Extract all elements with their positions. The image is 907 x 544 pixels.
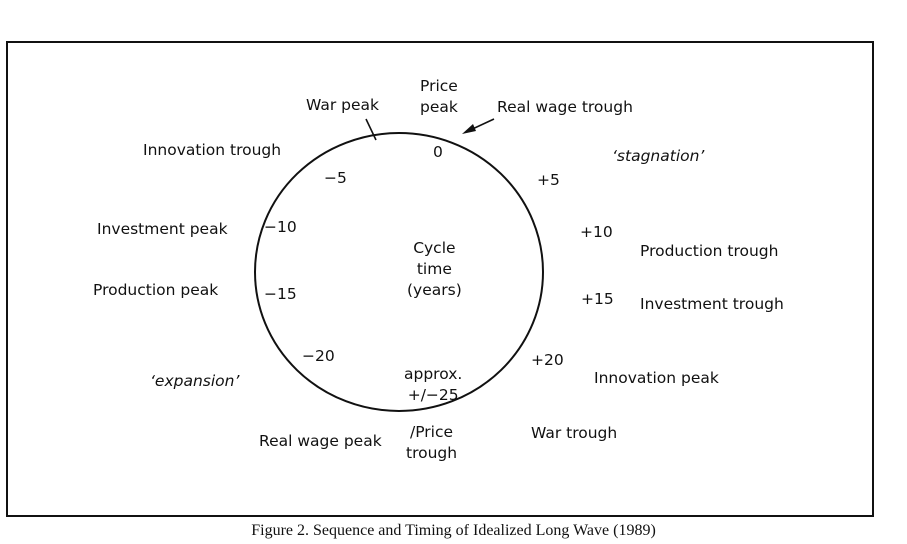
- investment-trough-label: Investment trough: [640, 295, 784, 313]
- tick-approx-line: +/−25: [407, 386, 459, 404]
- tick-plus-15: +15: [581, 290, 614, 308]
- production-trough-label: Production trough: [640, 242, 779, 260]
- production-peak-label: Production peak: [93, 281, 219, 299]
- price-trough-line: trough: [406, 444, 458, 462]
- tick-0: 0: [433, 143, 443, 161]
- tick-minus-5: −5: [324, 169, 347, 187]
- price-peak-label: Price peak: [420, 76, 458, 118]
- stagnation-label: ‘stagnation’: [612, 147, 705, 165]
- price-peak-line: peak: [420, 98, 458, 116]
- price-trough-label: /Price trough: [406, 422, 457, 464]
- real-wage-trough-arrowhead: [462, 124, 476, 134]
- tick-plus-20: +20: [531, 351, 564, 369]
- investment-peak-label: Investment peak: [97, 220, 228, 238]
- tick-plus-5: +5: [537, 171, 560, 189]
- expansion-label: ‘expansion’: [150, 372, 240, 390]
- tick-minus-20: −20: [302, 347, 335, 365]
- tick-approx-line: approx.: [404, 365, 463, 383]
- real-wage-peak-label: Real wage peak: [259, 432, 382, 450]
- center-label-line: (years): [407, 281, 462, 299]
- figure-frame: [6, 41, 874, 517]
- center-label: Cycle time (years): [407, 238, 462, 301]
- cycle-ellipse: [254, 132, 544, 412]
- price-peak-line: Price: [420, 77, 458, 95]
- center-label-line: Cycle: [413, 239, 456, 257]
- center-label-line: time: [416, 260, 452, 278]
- innovation-trough-label: Innovation trough: [143, 141, 282, 159]
- tick-minus-15: −15: [264, 285, 297, 303]
- figure-caption: Figure 2. Sequence and Timing of Idealiz…: [251, 522, 656, 539]
- war-peak-pointer: [365, 118, 377, 141]
- tick-plus-10: +10: [580, 223, 613, 241]
- price-trough-line: /Price: [410, 423, 454, 441]
- innovation-peak-label: Innovation peak: [594, 369, 719, 387]
- tick-approx-25: approx. +/−25: [404, 364, 462, 406]
- war-peak-label: War peak: [306, 96, 379, 114]
- real-wage-trough-label: Real wage trough: [497, 98, 633, 116]
- war-trough-label: War trough: [531, 424, 618, 442]
- tick-minus-10: −10: [264, 218, 297, 236]
